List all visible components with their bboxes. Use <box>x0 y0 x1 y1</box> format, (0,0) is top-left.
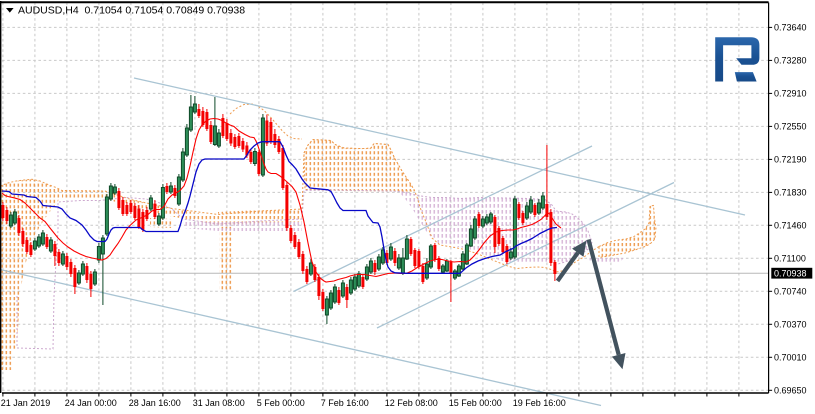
svg-text:28 Jan 16:00: 28 Jan 16:00 <box>129 398 181 408</box>
svg-text:0.70370: 0.70370 <box>774 320 807 330</box>
svg-text:0.70938: 0.70938 <box>774 268 807 278</box>
svg-text:0.73640: 0.73640 <box>774 23 807 33</box>
svg-text:0.71100: 0.71100 <box>774 254 806 264</box>
svg-text:0.70740: 0.70740 <box>774 287 807 297</box>
svg-text:12 Feb 08:00: 12 Feb 08:00 <box>385 398 438 408</box>
svg-text:0.71460: 0.71460 <box>774 221 807 231</box>
svg-text:31 Jan 08:00: 31 Jan 08:00 <box>193 398 245 408</box>
svg-text:AUDUSD,H4 0.71054 0.71054 0.7: AUDUSD,H4 0.71054 0.71054 0.70849 0.7093… <box>18 5 245 17</box>
svg-text:15 Feb 00:00: 15 Feb 00:00 <box>449 398 502 408</box>
svg-text:21 Jan 2019: 21 Jan 2019 <box>1 398 51 408</box>
svg-text:0.72190: 0.72190 <box>774 155 807 165</box>
svg-text:24 Jan 00:00: 24 Jan 00:00 <box>65 398 117 408</box>
svg-text:5 Feb 00:00: 5 Feb 00:00 <box>257 398 305 408</box>
svg-text:0.69650: 0.69650 <box>774 386 807 396</box>
svg-text:0.72550: 0.72550 <box>774 122 807 132</box>
svg-text:7 Feb 16:00: 7 Feb 16:00 <box>321 398 369 408</box>
svg-text:0.72910: 0.72910 <box>774 89 807 99</box>
svg-text:0.70010: 0.70010 <box>774 353 807 363</box>
svg-text:0.73280: 0.73280 <box>774 56 807 66</box>
svg-text:19 Feb 16:00: 19 Feb 16:00 <box>513 398 566 408</box>
svg-text:0.71830: 0.71830 <box>774 188 807 198</box>
